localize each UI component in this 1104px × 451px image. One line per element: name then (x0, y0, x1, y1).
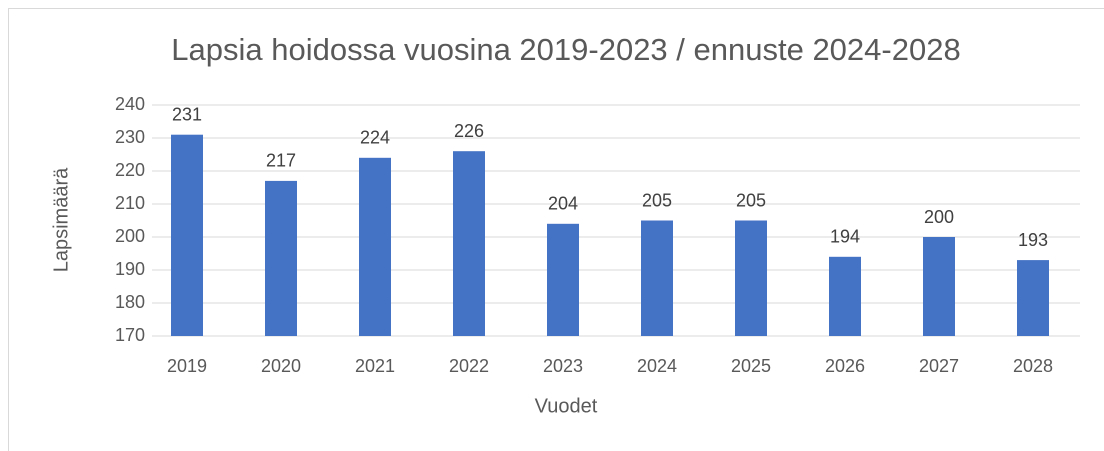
x-tick-label: 2022 (449, 356, 489, 376)
value-label: 231 (172, 104, 202, 124)
chart-border (8, 8, 1104, 451)
value-label: 205 (736, 190, 766, 210)
value-label: 194 (830, 227, 860, 247)
bar (547, 223, 579, 336)
value-label: 205 (642, 190, 672, 210)
bar (735, 220, 767, 336)
x-tick-label: 2028 (1013, 356, 1053, 376)
chart-title: Lapsia hoidossa vuosina 2019-2023 / ennu… (171, 32, 960, 67)
y-tick-label: 220 (115, 160, 145, 180)
value-label: 217 (266, 151, 296, 171)
x-tick-label: 2021 (355, 356, 395, 376)
y-tick-label: 240 (115, 94, 145, 114)
bar (359, 157, 391, 336)
y-tick-label: 170 (115, 325, 145, 345)
bar (171, 134, 203, 336)
x-tick-label: 2020 (261, 356, 301, 376)
value-label: 200 (924, 207, 954, 227)
bar (265, 180, 297, 336)
value-label: 224 (360, 128, 390, 148)
y-tick-label: 210 (115, 193, 145, 213)
y-tick-label: 200 (115, 226, 145, 246)
value-label: 193 (1018, 230, 1048, 250)
value-label: 204 (548, 194, 578, 214)
bar (923, 237, 955, 336)
x-tick-label: 2025 (731, 356, 771, 376)
x-tick-label: 2024 (637, 356, 677, 376)
bar (829, 256, 861, 336)
bar (641, 220, 673, 336)
x-axis-label: Vuodet (535, 395, 598, 417)
y-tick-label: 180 (115, 292, 145, 312)
bar (453, 151, 485, 336)
value-label: 226 (454, 121, 484, 141)
bar (1017, 260, 1049, 336)
x-tick-label: 2027 (919, 356, 959, 376)
y-tick-label: 190 (115, 259, 145, 279)
y-tick-label: 230 (115, 127, 145, 147)
y-axis-label: Lapsimäärä (50, 167, 72, 272)
x-tick-label: 2019 (167, 356, 207, 376)
x-tick-label: 2023 (543, 356, 583, 376)
x-tick-label: 2026 (825, 356, 865, 376)
